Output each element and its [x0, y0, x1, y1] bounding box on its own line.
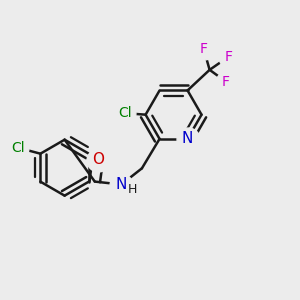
Text: H: H: [128, 183, 137, 196]
Text: F: F: [222, 75, 230, 88]
Text: Cl: Cl: [11, 141, 25, 155]
Text: N: N: [182, 131, 193, 146]
Text: N: N: [116, 177, 127, 192]
Text: Cl: Cl: [118, 106, 132, 120]
Text: O: O: [92, 152, 104, 167]
Text: F: F: [225, 50, 233, 64]
Text: F: F: [200, 42, 208, 56]
